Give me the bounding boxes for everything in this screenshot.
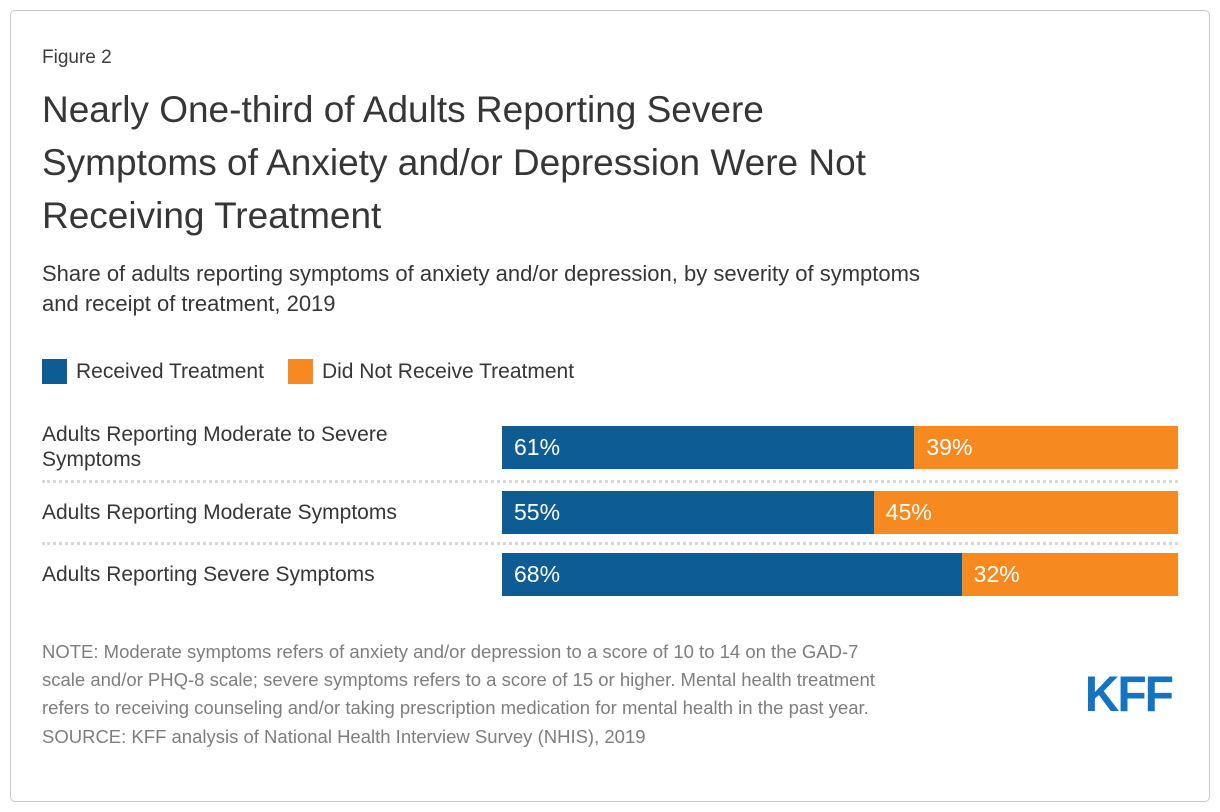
bar-value-label: 68% (514, 561, 561, 587)
chart-title: Nearly One-third of Adults Reporting Sev… (42, 83, 1178, 242)
chart-row: Adults Reporting Moderate to Severe Symp… (42, 414, 1178, 480)
bar-segment-received: 61% (502, 425, 915, 469)
bar-segment-not-received: 45% (873, 491, 1178, 534)
chart-row: Adults Reporting Moderate Symptoms 55% 4… (42, 483, 1178, 542)
row-divider (42, 480, 1178, 483)
note-block: NOTE: Moderate symptoms refers of anxiet… (42, 638, 875, 751)
kff-logo: KFF (875, 666, 1178, 723)
kff-logo-text: KFF (1084, 666, 1174, 723)
note-line: NOTE: Moderate symptoms refers of anxiet… (42, 641, 859, 662)
bar-segment-received: 55% (502, 491, 874, 534)
row-divider (42, 542, 1178, 545)
category-label: Adults Reporting Severe Symptoms (42, 563, 375, 586)
bar-segment-received: 68% (502, 553, 962, 596)
chart-subtitle: Share of adults reporting symptoms of an… (42, 259, 1178, 319)
stacked-bar: 55% 45% (502, 491, 1178, 534)
chart-title-line: Nearly One-third of Adults Reporting Sev… (42, 89, 764, 130)
bar-value-label: 61% (514, 433, 561, 460)
bar-value-label: 45% (885, 499, 932, 525)
bar-value-label: 39% (926, 433, 973, 460)
bar-segment-not-received: 32% (961, 553, 1178, 596)
legend-item-not-received: Did Not Receive Treatment (287, 359, 575, 384)
figure-label: Figure 2 (42, 47, 112, 68)
figure-card: Figure 2 Nearly One-third of Adults Repo… (10, 10, 1210, 802)
bar-value-label: 55% (514, 499, 561, 525)
legend-swatch-orange (287, 359, 313, 384)
note-line: scale and/or PHQ-8 scale; severe symptom… (42, 669, 875, 690)
legend-item-received: Received Treatment (42, 359, 264, 384)
legend-label: Received Treatment (76, 359, 264, 383)
chart-subtitle-line: Share of adults reporting symptoms of an… (42, 261, 920, 286)
chart-subtitle-line: and receipt of treatment, 2019 (42, 291, 336, 316)
legend-label: Did Not Receive Treatment (321, 359, 575, 383)
stacked-bar: 68% 32% (502, 553, 1178, 596)
chart-title-line: Receiving Treatment (42, 195, 382, 236)
bar-value-label: 32% (973, 561, 1020, 587)
source-line: SOURCE: KFF analysis of National Health … (42, 726, 646, 747)
bar-segment-not-received: 39% (914, 425, 1178, 469)
note-line: refers to receiving counseling and/or ta… (42, 697, 869, 718)
chart-legend: Received Treatment Did Not Receive Treat… (42, 359, 1178, 384)
category-label: Adults Reporting Moderate to Severe Symp… (42, 423, 388, 471)
chart-title-line: Symptoms of Anxiety and/or Depression We… (42, 142, 866, 183)
stacked-bar: 61% 39% (502, 425, 1178, 469)
figure-footer: NOTE: Moderate symptoms refers of anxiet… (42, 638, 1178, 751)
bar-chart: Adults Reporting Moderate to Severe Symp… (42, 414, 1178, 604)
category-label: Adults Reporting Moderate Symptoms (42, 501, 397, 524)
chart-row: Adults Reporting Severe Symptoms 68% 32% (42, 545, 1178, 604)
legend-swatch-blue (42, 359, 67, 384)
